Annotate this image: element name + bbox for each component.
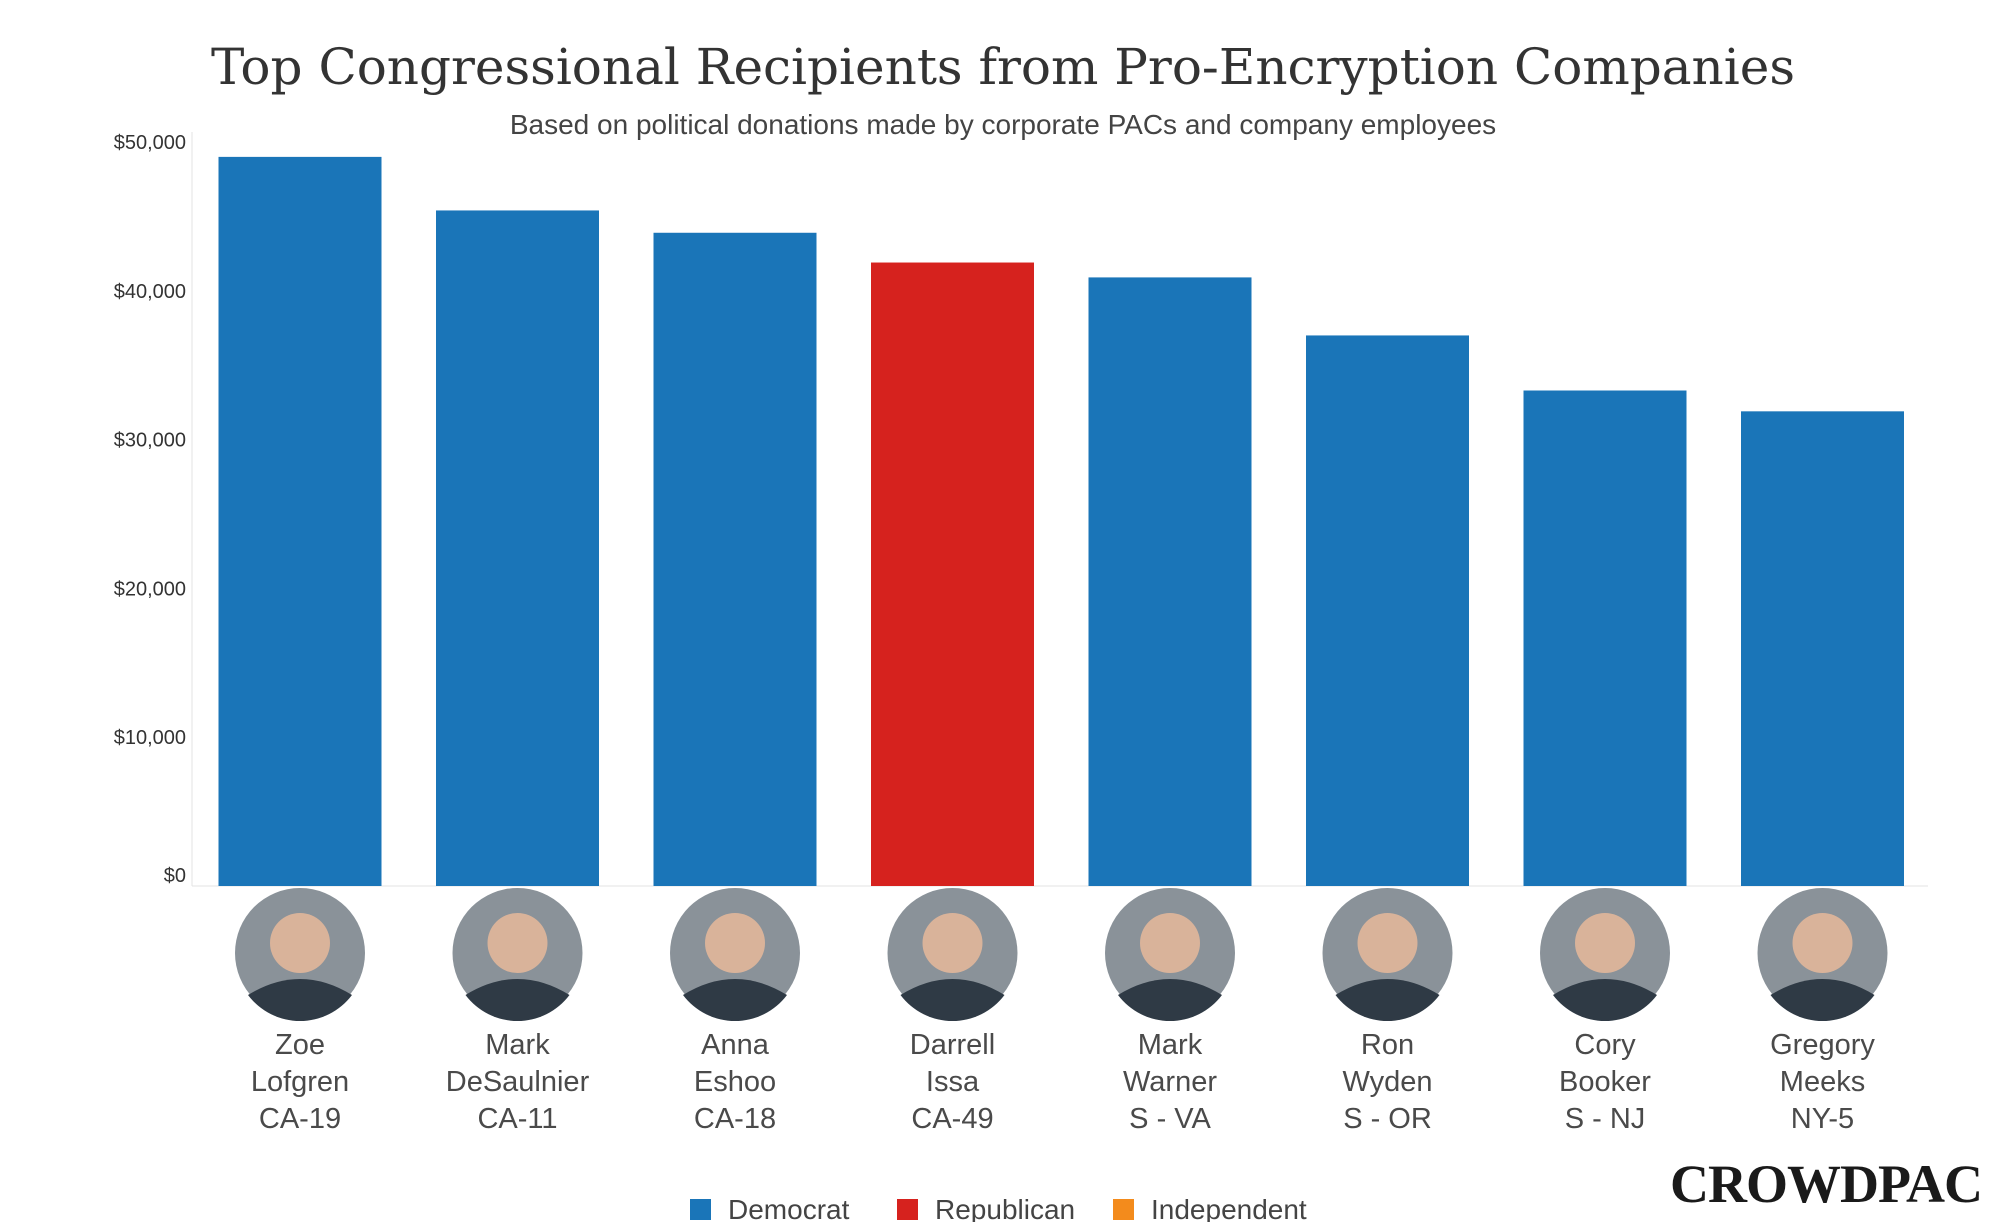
recipient-first: Zoe <box>275 1029 325 1061</box>
legend: Democrat Republican Independent <box>690 1194 1307 1222</box>
y-tick-label: $20,000 <box>114 578 186 600</box>
avatar <box>452 888 583 1022</box>
recipient-last: Eshoo <box>694 1066 776 1098</box>
recipient-first: Anna <box>701 1029 770 1061</box>
recipient-last: Warner <box>1123 1066 1217 1098</box>
legend-swatch <box>897 1199 918 1220</box>
bar <box>436 210 599 886</box>
recipient-district: CA-19 <box>259 1103 341 1135</box>
chart-title: Top Congressional Recipients from Pro-En… <box>211 38 1795 96</box>
y-tick-label: $30,000 <box>114 430 186 452</box>
recipient-district: S - NJ <box>1565 1103 1646 1135</box>
recipient-first: Gregory <box>1770 1029 1875 1061</box>
recipient-last: Issa <box>926 1066 980 1098</box>
recipient-last: Meeks <box>1780 1066 1865 1098</box>
recipient-district: S - OR <box>1343 1103 1432 1135</box>
bar <box>218 156 382 886</box>
y-tick-label: $40,000 <box>114 281 186 303</box>
recipient-first: Darrell <box>910 1029 995 1061</box>
recipient-district: CA-49 <box>911 1103 993 1135</box>
recipient-first: Ron <box>1361 1029 1414 1061</box>
recipients-group: Zoe Lofgren CA-19 Mark DeSaulnier CA-11 Anna Es… <box>235 888 1888 1135</box>
legend-swatch <box>690 1199 711 1220</box>
bar <box>1306 335 1469 886</box>
bar <box>1523 390 1687 886</box>
crowdpac-logo: CROWDPAC <box>1670 1154 1982 1214</box>
legend-swatch <box>1113 1199 1134 1220</box>
recipient-last: Lofgren <box>251 1066 349 1098</box>
avatar <box>887 888 1018 1021</box>
bar <box>1088 277 1252 887</box>
legend-label: Independent <box>1151 1194 1307 1222</box>
y-tick-label: $10,000 <box>114 727 186 749</box>
avatar <box>1540 888 1670 1022</box>
bar <box>871 262 1034 886</box>
recipient-district: S - VA <box>1129 1103 1211 1135</box>
legend-label: Democrat <box>728 1194 850 1222</box>
recipient-last: Booker <box>1559 1066 1651 1098</box>
y-tick-label: $50,000 <box>114 132 186 154</box>
avatar <box>1105 888 1235 1021</box>
avatar <box>670 888 800 1022</box>
avatar <box>235 888 365 1021</box>
bars-group <box>218 156 1904 887</box>
recipient-district: CA-18 <box>694 1103 776 1135</box>
bar <box>653 232 817 886</box>
recipient-first: Cory <box>1574 1029 1636 1061</box>
recipient-first: Mark <box>1138 1029 1203 1061</box>
recipient-district: CA-11 <box>477 1103 557 1135</box>
bar <box>1741 411 1904 886</box>
recipient-last: Wyden <box>1342 1066 1432 1098</box>
chart-subtitle: Based on political donations made by cor… <box>510 109 1496 140</box>
avatar <box>1322 888 1453 1022</box>
recipient-last: DeSaulnier <box>446 1066 590 1098</box>
recipient-first: Mark <box>485 1029 550 1061</box>
recipient-district: NY-5 <box>1791 1103 1854 1135</box>
legend-label: Republican <box>935 1194 1075 1222</box>
y-tick-label: $0 <box>164 865 186 887</box>
avatar <box>1757 888 1888 1021</box>
